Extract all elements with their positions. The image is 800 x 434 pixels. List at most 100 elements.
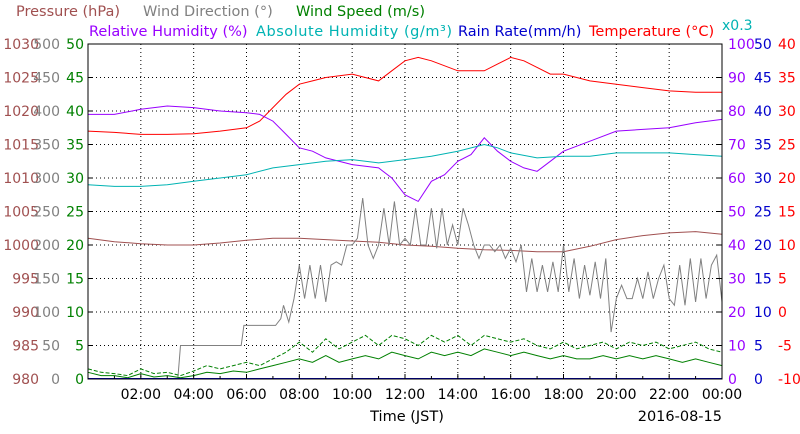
y-tick-label-wind-speed: 30 xyxy=(66,171,84,187)
y-tick-label-temperature: -5 xyxy=(778,339,792,355)
y-tick-label-rain-rate: 10 xyxy=(754,305,772,321)
y-tick-label-relative-humidity: 70 xyxy=(728,138,746,154)
legend: Pressure (hPa) Wind Direction (°) Wind Spe… xyxy=(16,4,753,40)
x-tick-label: 20:00 xyxy=(596,387,636,403)
y-tick-label-relative-humidity: 20 xyxy=(728,305,746,321)
y-tick-label-wind-speed: 35 xyxy=(66,138,84,154)
y-tick-label-wind-speed: 20 xyxy=(66,238,84,254)
y-tick-label-rain-rate: 30 xyxy=(754,171,772,187)
y-tick-label-rain-rate: 20 xyxy=(754,238,772,254)
y-tick-label-temperature: 35 xyxy=(778,71,796,87)
y-tick-label-temperature: 10 xyxy=(778,238,796,254)
legend-entry: Relative Humidity (%) xyxy=(89,24,248,40)
y-tick-label-wind-speed: 0 xyxy=(75,372,84,388)
x-tick-label: 10:00 xyxy=(332,387,372,403)
x-tick-label: 12:00 xyxy=(385,387,425,403)
y-tick-label-wind-speed: 25 xyxy=(66,205,84,221)
y-tick-label-wind-direction: 50 xyxy=(42,339,60,355)
y-tick-label-wind-speed: 45 xyxy=(66,71,84,87)
y-tick-label-pressure: 1000 xyxy=(3,238,39,254)
y-tick-label-pressure: 1030 xyxy=(3,37,39,53)
y-tick-label-rain-rate: 45 xyxy=(754,71,772,87)
date-label: 2016-08-15 xyxy=(638,409,722,425)
y-tick-label-temperature: 15 xyxy=(778,205,796,221)
legend-scale-note: x0.3 xyxy=(722,18,753,34)
y-tick-label-relative-humidity: 60 xyxy=(728,171,746,187)
y-tick-label-pressure: 1005 xyxy=(3,205,39,221)
temperature-line xyxy=(87,56,722,135)
y-tick-label-relative-humidity: 80 xyxy=(728,104,746,120)
y-tick-label-relative-humidity: 10 xyxy=(728,339,746,355)
x-tick-label: 00:00 xyxy=(702,387,742,403)
legend-entry: Temperature (°C) xyxy=(588,24,714,40)
series-layer xyxy=(87,56,723,380)
y-tick-label-wind-direction: 300 xyxy=(33,171,60,187)
y-tick-label-wind-speed: 40 xyxy=(66,104,84,120)
y-tick-label-rain-rate: 50 xyxy=(754,37,772,53)
y-tick-label-rain-rate: 35 xyxy=(754,138,772,154)
y-tick-label-pressure: 1015 xyxy=(3,138,39,154)
relative-humidity-line xyxy=(88,105,723,203)
y-tick-label-wind-direction: 400 xyxy=(33,104,60,120)
x-axis-label: Time (JST) xyxy=(369,409,444,425)
y-tick-label-pressure: 985 xyxy=(12,339,39,355)
y-tick-label-relative-humidity: 50 xyxy=(728,205,746,221)
x-tick-label: 08:00 xyxy=(279,387,319,403)
y-tick-label-wind-speed: 10 xyxy=(66,305,84,321)
y-tick-label-relative-humidity: 0 xyxy=(728,372,737,388)
y-tick-label-relative-humidity: 40 xyxy=(728,238,746,254)
y-tick-label-wind-direction: 250 xyxy=(33,205,60,221)
y-tick-label-pressure: 995 xyxy=(12,272,39,288)
y-tick-label-pressure: 1020 xyxy=(3,104,39,120)
y-tick-label-rain-rate: 5 xyxy=(754,339,763,355)
axes-layer: 02:00 04:00 06:00 08:00 10:00 12:00 14:00 16:00… xyxy=(3,37,800,403)
y-tick-label-wind-speed: 50 xyxy=(66,37,84,53)
y-tick-label-temperature: 0 xyxy=(778,305,787,321)
y-tick-label-rain-rate: 25 xyxy=(754,205,772,221)
y-tick-label-temperature: 40 xyxy=(778,37,796,53)
legend-entry: Rain Rate(mm/h) xyxy=(458,24,581,40)
x-tick-label: 18:00 xyxy=(543,387,583,403)
y-tick-label-pressure: 1010 xyxy=(3,171,39,187)
absolute-humidity-line xyxy=(87,143,723,187)
pressure-line xyxy=(87,231,723,253)
y-tick-label-wind-direction: 450 xyxy=(33,71,60,87)
y-tick-label-wind-direction: 500 xyxy=(33,37,60,53)
wind-direction-line xyxy=(88,198,723,380)
y-tick-label-temperature: 5 xyxy=(778,272,787,288)
wind-speed-line xyxy=(87,348,723,379)
legend-entry: Pressure (hPa) xyxy=(16,4,120,20)
x-tick-label: 22:00 xyxy=(649,387,689,403)
y-tick-label-relative-humidity: 100 xyxy=(728,37,755,53)
y-tick-label-relative-humidity: 90 xyxy=(728,71,746,87)
y-tick-label-temperature: 25 xyxy=(778,138,796,154)
legend-entry: Wind Speed (m/s) xyxy=(296,4,425,20)
y-tick-label-relative-humidity: 30 xyxy=(728,272,746,288)
y-tick-label-temperature: 30 xyxy=(778,104,796,120)
y-tick-label-wind-speed: 5 xyxy=(75,339,84,355)
y-tick-label-pressure: 980 xyxy=(12,372,39,388)
y-tick-label-rain-rate: 40 xyxy=(754,104,772,120)
y-tick-label-wind-direction: 0 xyxy=(51,372,60,388)
wind-speed-line-gust xyxy=(87,334,723,377)
legend-entry: Wind Direction (°) xyxy=(143,4,273,20)
legend-entry: Absolute Humidity (g/m³) xyxy=(256,24,452,40)
x-tick-label: 16:00 xyxy=(490,387,530,403)
x-tick-label: 14:00 xyxy=(438,387,478,403)
grid xyxy=(88,44,722,379)
y-tick-label-wind-direction: 350 xyxy=(33,138,60,154)
y-tick-label-pressure: 1025 xyxy=(3,71,39,87)
x-tick-label: 04:00 xyxy=(173,387,213,403)
x-tick-label: 02:00 xyxy=(121,387,161,403)
y-tick-label-rain-rate: 0 xyxy=(754,372,763,388)
y-tick-label-temperature: 20 xyxy=(778,171,796,187)
y-tick-label-wind-direction: 100 xyxy=(33,305,60,321)
y-tick-label-wind-direction: 200 xyxy=(33,238,60,254)
y-tick-label-rain-rate: 15 xyxy=(754,272,772,288)
y-tick-label-temperature: -10 xyxy=(778,372,800,388)
y-tick-label-wind-speed: 15 xyxy=(66,272,84,288)
y-tick-label-wind-direction: 150 xyxy=(33,272,60,288)
x-tick-label: 06:00 xyxy=(226,387,266,403)
y-tick-label-pressure: 990 xyxy=(12,305,39,321)
